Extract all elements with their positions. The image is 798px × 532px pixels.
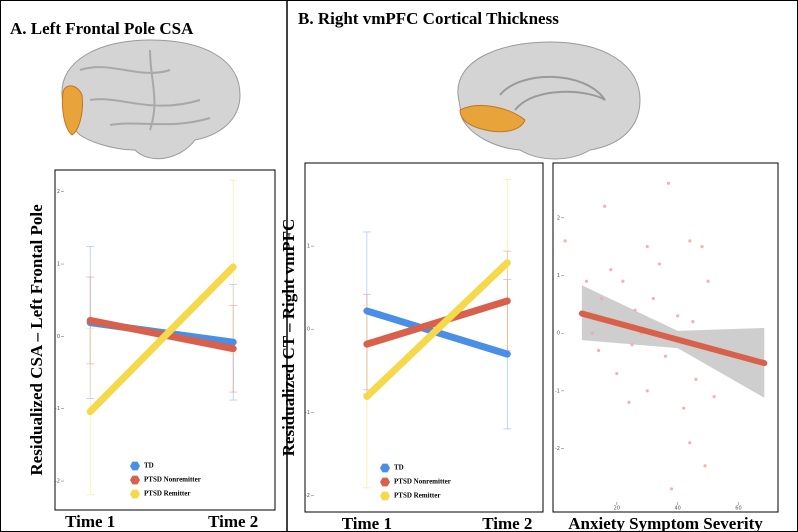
data-point [563,239,567,243]
data-point [621,279,625,283]
data-point [712,395,716,399]
data-point [657,262,662,266]
y-tick-label: 1 [57,262,60,268]
x-tick-label: 40 [674,506,680,512]
data-point [609,268,613,272]
x-tick-label: Time 1 [342,514,392,532]
y-tick-label: -1 [55,406,60,412]
data-point [663,354,668,358]
legend-marker [380,491,390,501]
data-point [645,245,649,249]
y-tick-label: 0 [557,331,560,337]
brain-illustration [61,39,241,160]
data-point [691,320,695,324]
legend-marker [380,463,390,473]
y-tick-label: -1 [555,388,560,394]
fit-line [578,310,768,367]
panel-title: B. Right vmPFC Cortical Thickness [298,9,559,28]
y-tick-label: -2 [555,446,560,452]
legend-marker [130,475,140,485]
data-point [603,204,607,208]
y-axis-label: Residualized CT – Right vmPFC [279,219,298,457]
data-point [627,400,631,404]
data-point [669,487,674,491]
y-axis-label: Residualized CSA – Left Frontal Pole [27,204,46,476]
confidence-band [581,285,765,398]
x-axis-label: Anxiety Symptom Severity [568,514,763,532]
x-tick-label: 60 [735,506,741,512]
legend-marker [130,461,140,471]
y-tick-label: 2 [557,215,560,221]
x-tick-label: Time 2 [482,514,532,532]
y-tick-label: -1 [305,410,310,416]
panel-title: A. Left Frontal Pole CSA [10,19,194,38]
data-point [600,296,604,301]
data-point [615,371,619,376]
data-point [703,464,707,468]
data-point [676,314,680,318]
data-point [682,406,686,410]
x-tick-label: Time 2 [208,512,258,531]
y-tick-label: 0 [307,327,310,333]
series-line [363,259,511,400]
legend-label: PTSD Nonremitter [144,476,201,484]
legend-marker [380,477,390,487]
x-tick-label: 20 [614,506,620,512]
legend-label: PTSD Remitter [144,490,190,498]
series-line [363,297,511,348]
data-point [597,348,601,353]
series-line [86,263,237,416]
data-point [651,296,655,301]
data-point [590,331,595,335]
legend-marker [130,489,140,499]
legend-label: PTSD Nonremitter [394,478,451,486]
y-tick-label: 2 [57,189,60,195]
data-point [645,389,649,393]
data-point [688,239,692,243]
legend-label: PTSD Remitter [394,492,440,500]
legend-label: TD [144,462,154,470]
data-point [584,279,589,283]
data-point [694,377,698,381]
y-tick-label: -2 [305,493,310,499]
data-point [633,308,637,312]
x-tick-label: Time 1 [65,512,115,531]
data-point [666,181,671,185]
y-tick-label: 1 [307,244,310,250]
data-point [688,441,692,445]
data-point [700,245,704,249]
y-tick-label: 0 [57,334,60,340]
data-point [706,279,710,283]
data-point [630,343,634,347]
y-tick-label: -2 [55,479,60,485]
brain-illustration [457,41,641,160]
y-tick-label: 1 [557,273,560,279]
legend-label: TD [394,464,404,472]
